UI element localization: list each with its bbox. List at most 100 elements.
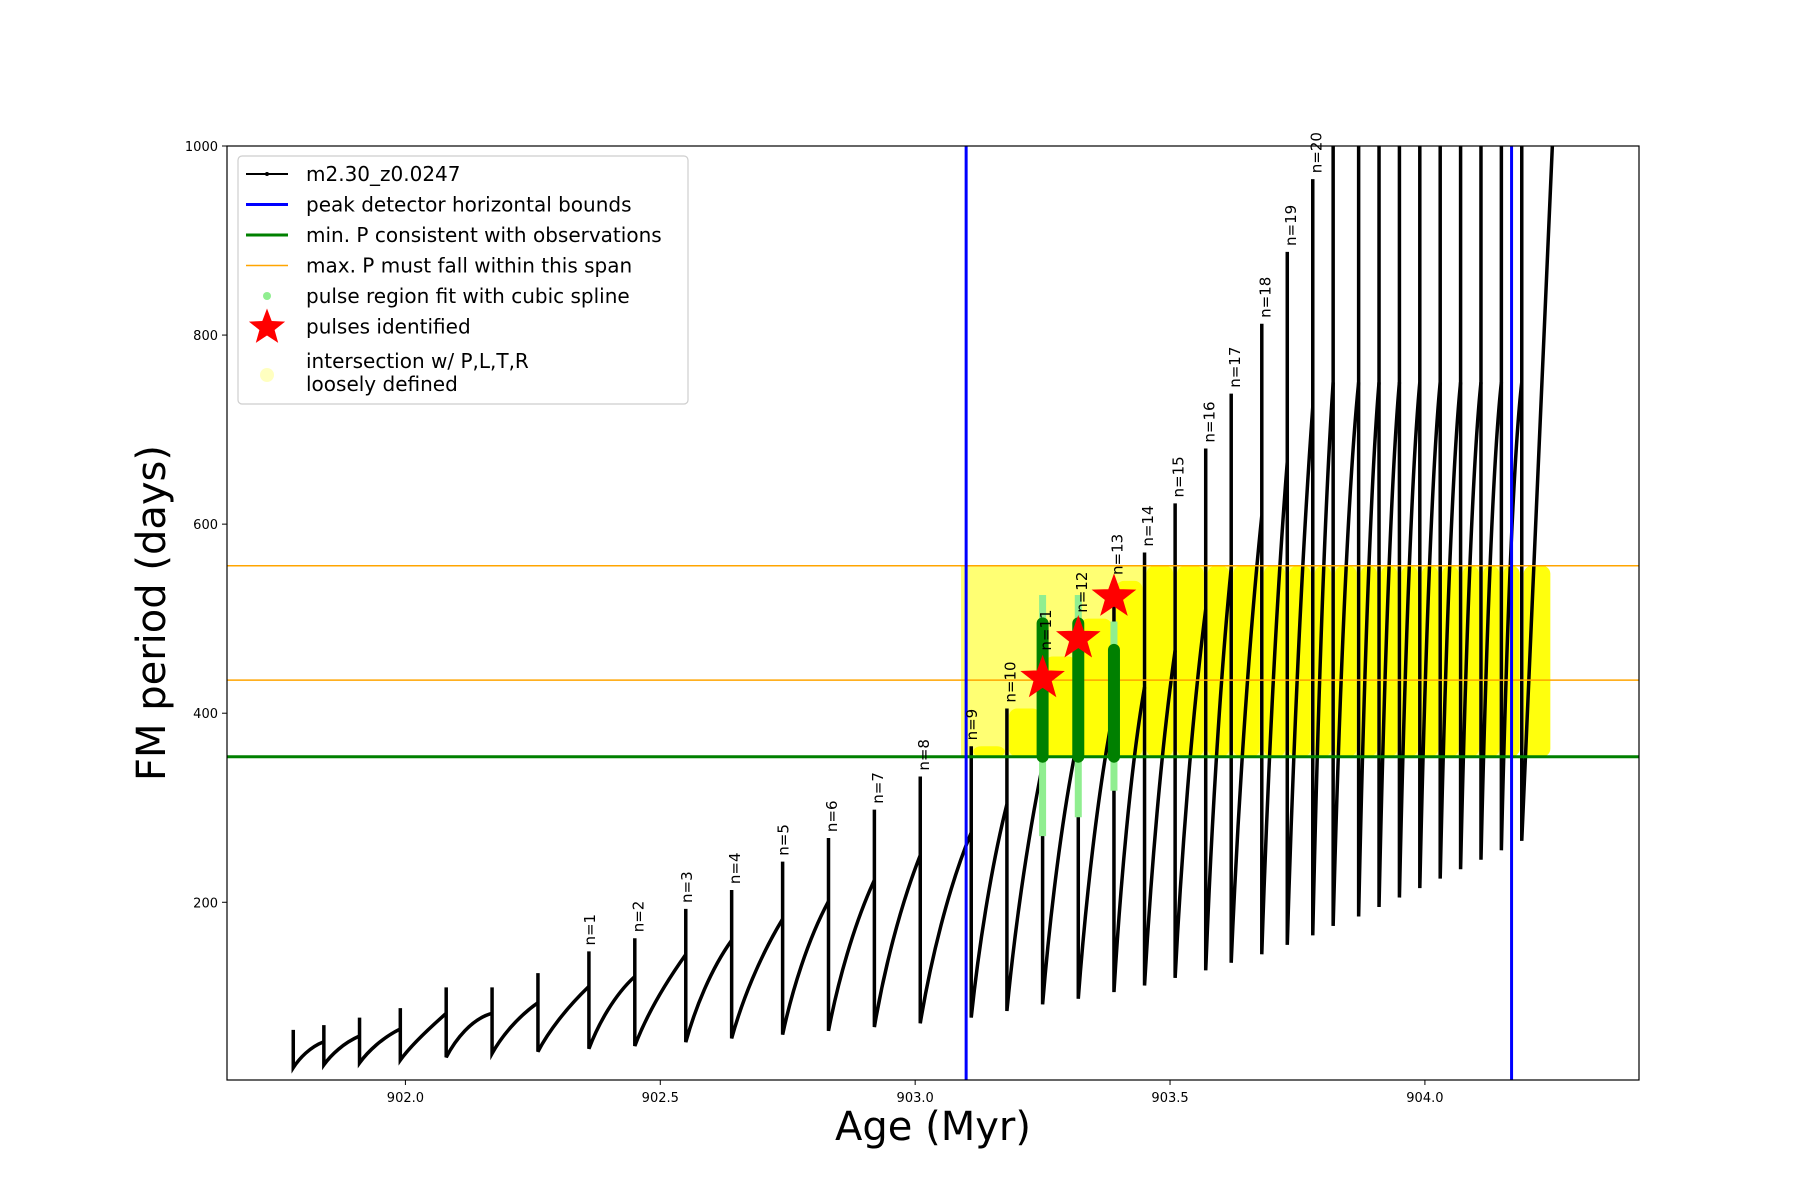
pulse-number-label: n=1: [581, 914, 599, 946]
intersection-blob: [973, 746, 1005, 757]
pulse-number-label: n=13: [1109, 534, 1127, 575]
legend-label-intersection-line: intersection w/ P,L,T,R: [306, 349, 529, 373]
pulse-number-label: n=16: [1200, 401, 1218, 442]
pulse-number-label: n=5: [775, 824, 793, 856]
pulse-number-label: n=10: [1001, 661, 1019, 702]
track-segment: [1260, 323, 1290, 955]
pulse-number-label: n=7: [869, 772, 887, 804]
track-segment: [1311, 179, 1335, 936]
track-segment: [1005, 708, 1045, 1012]
pulse-number-label: n=11: [1037, 609, 1055, 650]
y-tick-label: 800: [193, 329, 218, 344]
track-segment: [1418, 146, 1442, 889]
pulse-number-label: n=15: [1170, 456, 1188, 497]
track-segment: [1173, 503, 1208, 978]
track-segment: [1377, 146, 1402, 908]
y-tick-label: 400: [193, 707, 218, 722]
legend-label-stars: pulses identified: [306, 315, 471, 339]
track-segment: [1438, 146, 1463, 879]
track-segment: [969, 746, 1009, 1018]
legend-label-track: m2.30_z0.0247: [306, 162, 461, 186]
legend-box: [237, 155, 689, 405]
track-segment: [398, 1008, 448, 1066]
track-segment: [1479, 146, 1504, 860]
intersection-blob: [1008, 708, 1041, 757]
x-axis-title: Age (Myr): [835, 1104, 1031, 1150]
track-segment: [1076, 618, 1116, 999]
pulse-number-label: n=6: [823, 800, 841, 832]
pulse-number-label: n=8: [915, 739, 933, 771]
track-segment: [826, 837, 876, 1032]
track-segment: [872, 809, 922, 1028]
pulse-number-label: n=17: [1226, 347, 1244, 388]
track-segment: [1458, 146, 1483, 870]
legend-star-marker: [248, 308, 286, 343]
x-tick-label: 904.0: [1406, 1091, 1443, 1106]
pulse-star: [1020, 654, 1065, 698]
intersection-blob: [1146, 565, 1174, 757]
legend-track-marker: [265, 172, 269, 176]
track-segment: [633, 938, 688, 1047]
y-axis-title: FM period (days): [129, 445, 175, 781]
pulse-number-label: n=2: [629, 901, 647, 933]
intersection-blob: [1044, 656, 1077, 757]
x-tick-label: 902.0: [387, 1091, 424, 1106]
pulse-number-label: n=14: [1139, 505, 1157, 546]
legend-label-intersection-line: loosely defined: [306, 372, 458, 396]
x-tick-label: 902.5: [642, 1091, 679, 1106]
x-tick-label: 903.5: [1151, 1091, 1188, 1106]
intersection-blob: [1177, 565, 1204, 757]
pulse-number-label: n=4: [726, 852, 744, 884]
pulse-stars: [1020, 573, 1137, 698]
plot-frame: [226, 145, 1640, 1081]
track-segment: [1203, 448, 1233, 971]
y-axis-ticks: 200 400 600 800 1000: [185, 140, 227, 911]
pulse-number-label: n=19: [1282, 205, 1300, 246]
legend-label-max-p: max. P must fall within this span: [306, 254, 632, 278]
x-axis-ticks: 902.0 902.5 903.0 903.5 904.0: [387, 1080, 1444, 1106]
pulse-star: [1091, 573, 1137, 616]
track-segment: [1229, 393, 1264, 963]
track-segment: [291, 1029, 325, 1074]
track-segment: [1520, 146, 1555, 841]
track-segment: [1397, 146, 1422, 898]
pulse-star: [1056, 615, 1101, 658]
track-segment: [357, 1017, 402, 1069]
track-segment: [1331, 146, 1361, 926]
legend-label-bounds: peak detector horizontal bounds: [306, 193, 632, 217]
track-segment: [1142, 552, 1177, 986]
intersection-blob: [1207, 565, 1230, 757]
y-tick-label: 600: [193, 518, 218, 533]
track-segment: [587, 951, 636, 1050]
pulse-number-label: n=18: [1256, 277, 1274, 318]
track-segment: [918, 776, 973, 1024]
legend-spline-marker: [263, 292, 271, 300]
track-segment: [1112, 580, 1147, 993]
pulse-number-label: n=3: [678, 871, 696, 903]
track-segment: [684, 908, 734, 1043]
evolution-track: [291, 146, 1555, 1074]
track-segment: [1040, 656, 1080, 1005]
y-tick-label: 200: [193, 896, 218, 911]
intersection-blob: [1115, 580, 1143, 757]
track-segment: [729, 889, 785, 1039]
track-segment: [490, 987, 539, 1061]
track-segment: [536, 973, 591, 1053]
x-tick-label: 903.0: [897, 1091, 934, 1106]
track-segment: [444, 987, 493, 1059]
pulse-number-label: n=20: [1307, 132, 1325, 173]
legend-label-min-p: min. P consistent with observations: [306, 223, 662, 247]
bound-lines: [964, 146, 1514, 1080]
track-segment: [1285, 251, 1315, 945]
legend-label-intersection: intersection w/ P,L,T,R loosely defined: [306, 349, 529, 396]
horizontal-lines: [227, 564, 1639, 759]
track-segment: [1356, 146, 1381, 917]
y-tick-label: 1000: [185, 140, 218, 155]
pulse-number-label: n=12: [1073, 572, 1091, 613]
track-segment: [322, 1025, 361, 1071]
legend-intersection-marker: [260, 368, 274, 382]
pulse-number-labels: n=1 n=2 n=3 n=4 n=5 n=6 n=7 n=8 n=9 n=10 n=11 n=12 n…: [581, 132, 1325, 946]
pulse-number-label: n=9: [963, 709, 981, 741]
